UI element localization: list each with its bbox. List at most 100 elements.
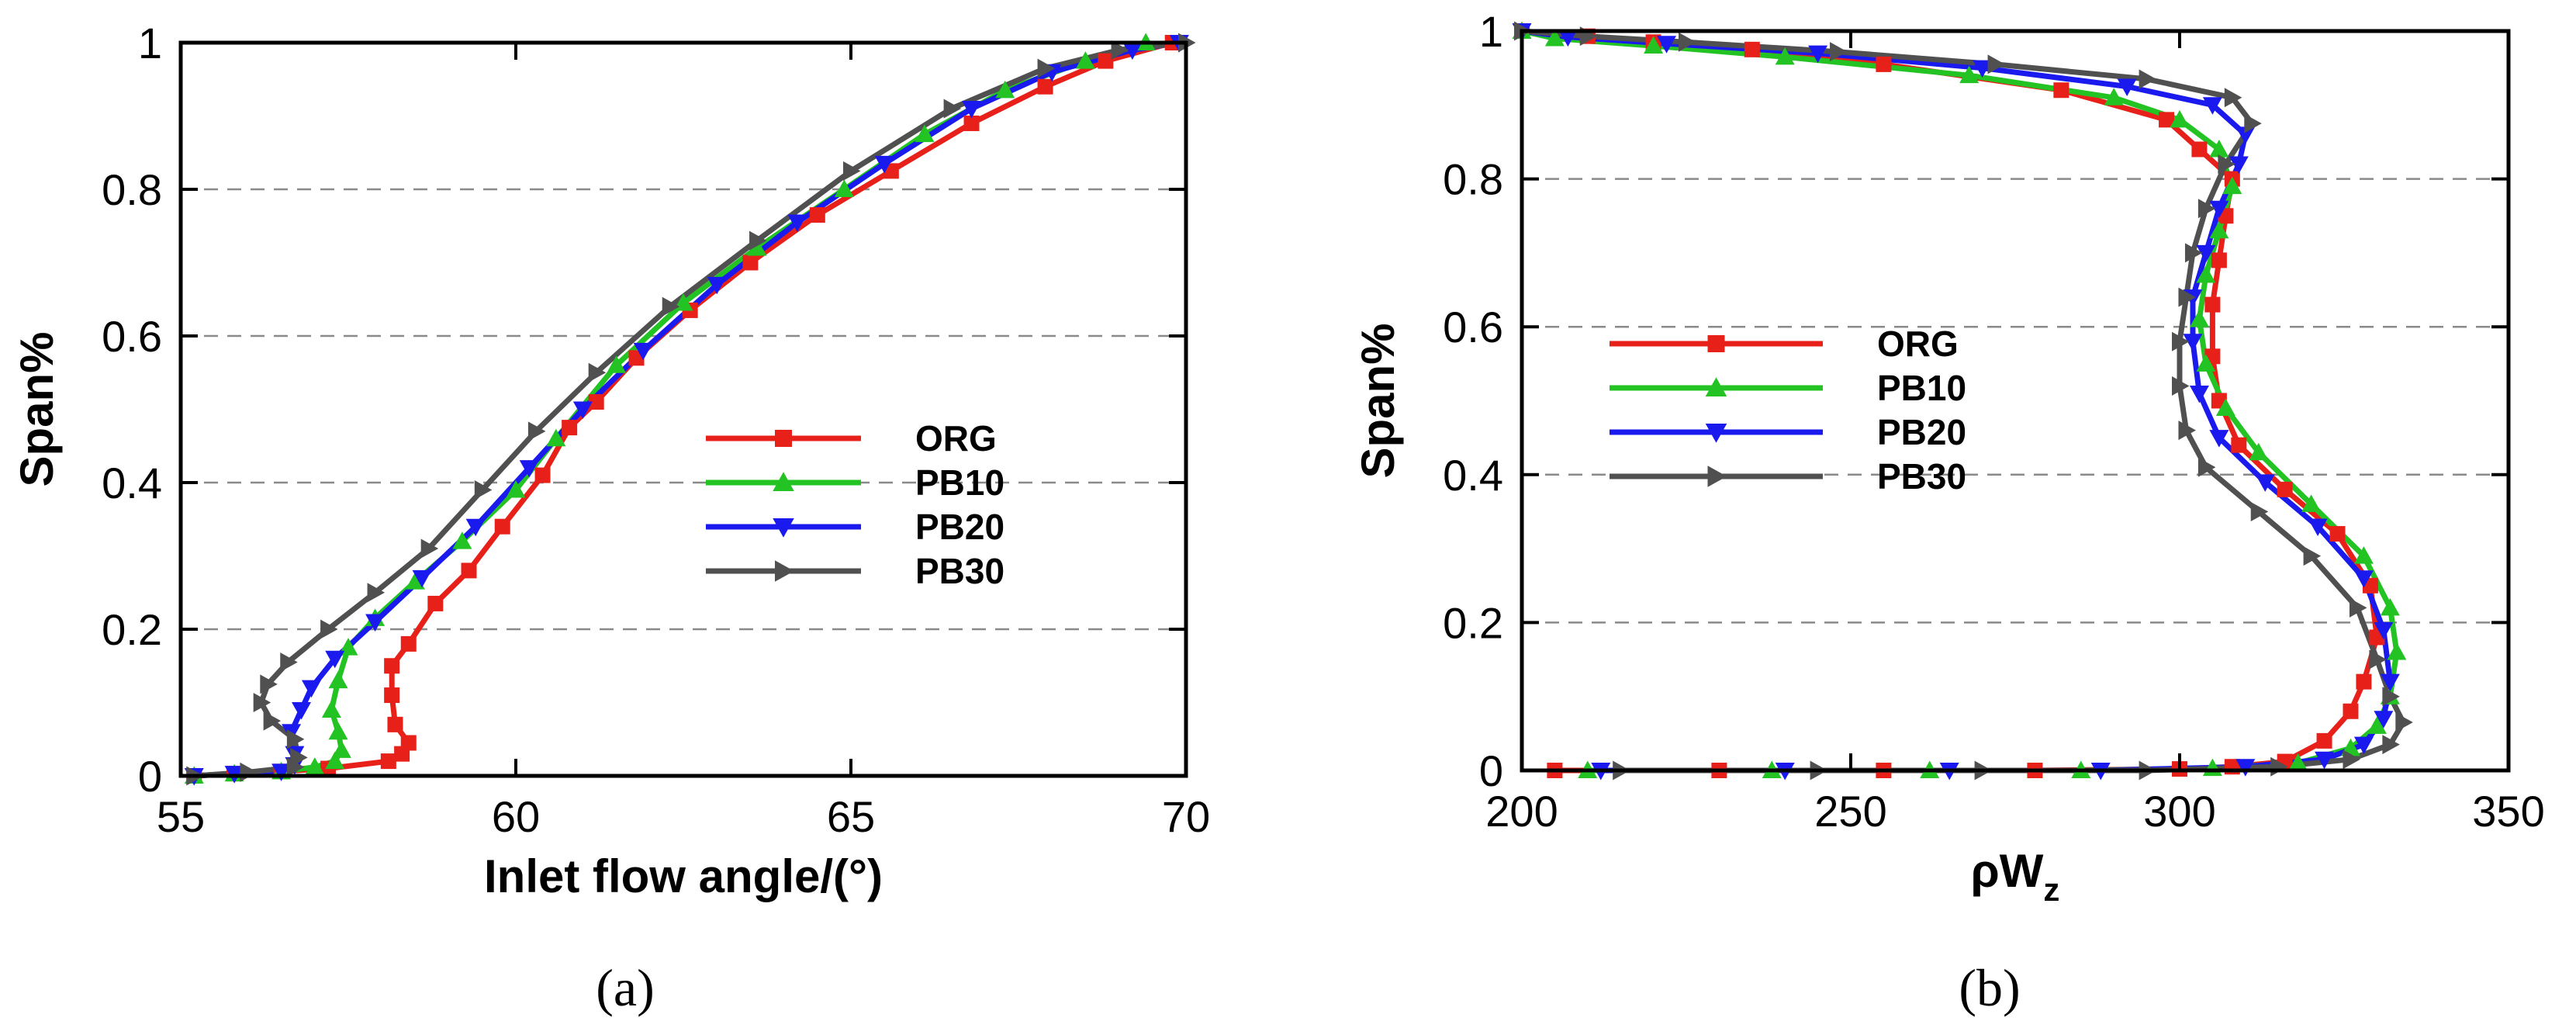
legend-marker-pb20 — [773, 518, 794, 538]
data-point-pb20 — [1808, 45, 1828, 64]
data-point-org — [427, 595, 444, 611]
data-point-org — [2356, 673, 2372, 690]
data-point-pb10 — [2288, 753, 2308, 771]
data-point-pb20 — [2374, 711, 2394, 729]
y-tick-label: 0.2 — [1443, 598, 1503, 647]
data-point-pb30 — [2184, 243, 2203, 263]
y-tick-label: 0 — [138, 752, 162, 801]
data-point-pb20 — [325, 650, 345, 669]
data-point-pb20 — [1558, 29, 1578, 47]
data-point-pb10 — [1075, 51, 1095, 69]
data-point-pb30 — [280, 652, 298, 673]
data-point-pb10 — [1644, 36, 1664, 54]
data-point-pb10 — [2367, 716, 2387, 734]
data-point-pb10 — [834, 179, 854, 197]
data-point-pb10 — [1544, 29, 1565, 47]
data-point-pb10 — [2209, 139, 2229, 158]
legend-marker-pb30 — [775, 560, 794, 582]
data-point-org — [494, 518, 510, 535]
y-tick-label: 0.6 — [1443, 303, 1503, 351]
data-point-pb30 — [2197, 457, 2216, 477]
y-tick-label: 1 — [1479, 7, 1503, 56]
data-point-pb20 — [2353, 736, 2374, 755]
data-point-pb20 — [1657, 36, 1677, 54]
data-point-org — [2053, 82, 2069, 99]
x-tick-label: 300 — [2143, 787, 2215, 836]
legend-marker-pb10 — [773, 472, 794, 491]
axes-frame — [1520, 29, 2511, 773]
data-point-pb10 — [546, 428, 566, 447]
data-point-pb30 — [2218, 154, 2235, 175]
data-point-pb10 — [2196, 265, 2216, 283]
data-point-org — [1037, 78, 1053, 95]
data-point-pb30 — [2172, 331, 2190, 351]
data-point-pb30 — [2382, 687, 2400, 707]
data-point-pb20 — [707, 276, 727, 295]
data-point-pb10 — [405, 572, 425, 590]
x-axis-label: Inlet flow angle/(°) — [484, 850, 883, 902]
data-point-org — [1876, 56, 1892, 72]
legend-label-pb10: PB10 — [915, 462, 1004, 503]
data-point-pb30 — [2172, 376, 2190, 396]
data-point-pb10 — [2170, 109, 2190, 128]
data-point-pb30 — [2369, 649, 2387, 670]
data-point-pb20 — [2353, 570, 2374, 588]
data-point-org — [387, 716, 403, 732]
data-point-pb10 — [2189, 310, 2209, 327]
data-point-pb10 — [325, 751, 345, 770]
data-point-org — [2191, 141, 2208, 158]
data-point-pb10 — [1775, 47, 1795, 65]
data-point-pb30 — [2349, 597, 2367, 618]
y-tick-label: 0.4 — [102, 459, 162, 507]
data-point-pb20 — [2380, 673, 2400, 692]
data-point-pb20 — [2315, 751, 2335, 770]
data-point-pb10 — [2380, 597, 2400, 616]
data-point-pb10 — [328, 722, 348, 740]
data-point-pb30 — [2178, 287, 2196, 307]
data-point-pb10 — [995, 80, 1015, 99]
data-point-org — [2204, 296, 2221, 313]
y-tick-label: 0.6 — [102, 312, 162, 361]
data-point-pb30 — [286, 729, 305, 749]
data-point-pb20 — [633, 342, 653, 361]
data-point-pb10 — [2249, 442, 2269, 461]
legend-label-pb20: PB20 — [915, 507, 1004, 547]
data-point-pb20 — [1973, 60, 1993, 78]
data-point-pb30 — [2303, 546, 2322, 566]
data-point-pb30 — [2197, 199, 2216, 219]
x-axis-label: ρWz — [1971, 845, 2060, 908]
data-point-pb20 — [787, 214, 807, 233]
data-point-pb20 — [2308, 518, 2328, 537]
plot-area — [1522, 31, 2509, 770]
data-point-pb30 — [2395, 712, 2413, 732]
data-point-pb20 — [2117, 78, 2137, 96]
data-point-pb10 — [506, 479, 526, 498]
y-tick-label: 0.8 — [102, 165, 162, 214]
data-point-org — [809, 207, 825, 223]
data-point-pb30 — [2178, 421, 2196, 441]
data-point-pb30 — [2250, 501, 2269, 521]
chart-panel-a: 55 60 65 70 0 0.2 0.4 0.6 0.8 1 Span% Inlet flow an… — [11, 19, 1210, 902]
data-point-pb20 — [2196, 244, 2216, 263]
legend-label-org: ORG — [1877, 324, 1959, 364]
data-point-org — [1744, 41, 1760, 57]
y-axis-label: Span% — [11, 331, 63, 486]
data-point-pb30 — [588, 362, 607, 382]
data-point-org — [384, 658, 400, 674]
data-point-pb30 — [749, 230, 767, 251]
data-point-pb10 — [2387, 642, 2407, 660]
data-point-pb20 — [292, 701, 312, 720]
data-point-pb30 — [367, 583, 386, 603]
legend-label-pb30: PB30 — [1877, 456, 1966, 497]
data-point-org — [2277, 481, 2293, 497]
data-point-org — [742, 254, 759, 271]
legend-label-pb10: PB10 — [1877, 368, 1966, 408]
axes-frame — [178, 40, 1188, 778]
data-point-pb10 — [915, 124, 935, 143]
data-point-pb30 — [260, 674, 278, 694]
data-point-pb20 — [2235, 759, 2256, 777]
x-tick-label: 55 — [157, 792, 205, 841]
data-point-pb20 — [2228, 156, 2249, 175]
